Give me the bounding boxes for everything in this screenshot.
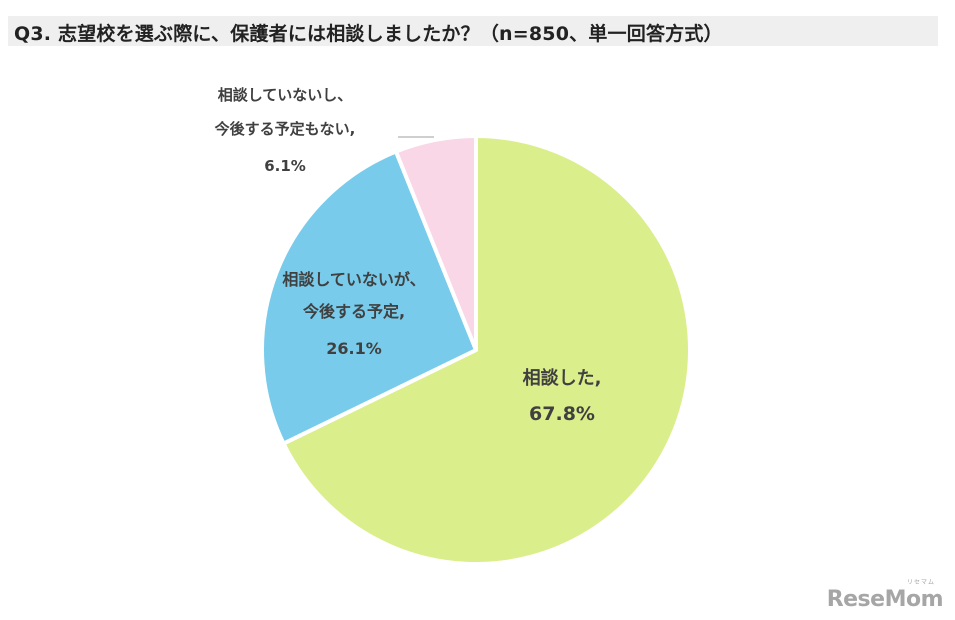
label-line: 今後する予定, (302, 302, 405, 321)
label-line: 6.1% (264, 157, 306, 175)
pie-slices (260, 134, 692, 566)
slice-plan-to-consult (260, 149, 478, 446)
label-line: 67.8% (529, 403, 595, 425)
label-line: 26.1% (326, 339, 382, 358)
chart-title: Q3. 志望校を選ぶ際に、保護者には相談しましたか？（n=850、単一回答方式） (14, 23, 723, 45)
logo-ruby: リセマム (906, 579, 935, 586)
label-line: 相談した, (523, 367, 602, 389)
slice-no-plan (393, 134, 478, 352)
slice-plan-to-consult-label: 相談していないが、今後する予定, 26.1% (282, 270, 425, 358)
slice-labels: 相談した, 67.8% 相談していないが、今後する予定, 26.1% 相談していないし、… (214, 86, 602, 425)
slice-consulted-label: 相談した, 67.8% (523, 367, 602, 425)
label-line: 今後する予定もない, (214, 120, 356, 138)
label-line: 相談していないし、 (218, 86, 353, 104)
title-bar: Q3. 志望校を選ぶ際に、保護者には相談しましたか？（n=850、単一回答方式） (8, 16, 938, 46)
slice-no-plan-label: 相談していないし、今後する予定もない, 6.1% (214, 86, 356, 175)
resemom-logo: ReseMom (826, 587, 944, 612)
label-line: 相談していないが、 (282, 270, 425, 289)
slice-consulted (281, 134, 692, 566)
